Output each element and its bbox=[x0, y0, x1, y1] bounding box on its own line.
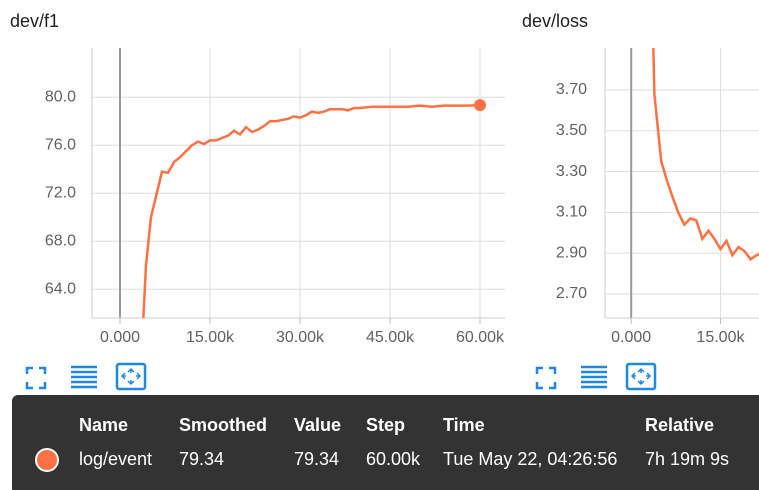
chart-title: dev/loss bbox=[522, 11, 588, 31]
tooltip: Name Smoothed Value Step Time Relative log/eve… bbox=[12, 395, 759, 490]
x-tick-label: 0.000 bbox=[100, 329, 140, 346]
hover-point bbox=[473, 99, 486, 112]
table-cell: 79.34 bbox=[294, 449, 339, 469]
x-tick-label: 30.00k bbox=[276, 329, 325, 346]
table-cell: log/event bbox=[79, 449, 152, 469]
toggle-log-button[interactable] bbox=[71, 365, 97, 389]
series-swatch bbox=[35, 448, 59, 472]
x-tick-label: 45.00k bbox=[366, 329, 415, 346]
toolbar bbox=[25, 362, 657, 391]
y-tick-label: 80.0 bbox=[45, 88, 76, 105]
x-tick-label: 60.00k bbox=[456, 329, 505, 346]
fit-domain-button[interactable] bbox=[625, 362, 657, 391]
chart-title: dev/f1 bbox=[10, 11, 59, 31]
y-tick-label: 3.10 bbox=[556, 204, 587, 221]
toggle-log-button[interactable] bbox=[581, 365, 607, 389]
y-tick-label: 2.90 bbox=[556, 244, 587, 261]
table-cell: 60.00k bbox=[366, 449, 421, 469]
column-header: Name bbox=[79, 415, 128, 435]
fullscreen-button[interactable] bbox=[25, 366, 47, 390]
y-tick-label: 3.50 bbox=[556, 122, 587, 139]
fullscreen-button[interactable] bbox=[535, 366, 557, 390]
table-cell: Tue May 22, 04:26:56 bbox=[443, 449, 617, 469]
fit-domain-button[interactable] bbox=[115, 362, 147, 391]
y-tick-label: 3.70 bbox=[556, 81, 587, 98]
column-header: Time bbox=[443, 415, 485, 435]
y-tick-label: 72.0 bbox=[45, 184, 76, 201]
column-header: Relative bbox=[645, 415, 714, 435]
y-tick-label: 3.30 bbox=[556, 163, 587, 180]
y-tick-label: 2.70 bbox=[556, 285, 587, 302]
y-tick-label: 64.0 bbox=[45, 280, 76, 297]
series-line bbox=[652, 48, 759, 261]
y-tick-label: 76.0 bbox=[45, 136, 76, 153]
table-cell: 7h 19m 9s bbox=[645, 449, 729, 469]
table-cell: 79.34 bbox=[179, 449, 224, 469]
tooltip-background bbox=[12, 395, 759, 490]
y-tick-label: 68.0 bbox=[45, 232, 76, 249]
column-header: Smoothed bbox=[179, 415, 267, 435]
series-line bbox=[142, 103, 481, 318]
column-header: Value bbox=[294, 415, 341, 435]
x-tick-label: 15.00k bbox=[186, 329, 235, 346]
x-tick-label: 0.000 bbox=[611, 329, 651, 346]
column-header: Step bbox=[366, 415, 405, 435]
x-tick-label: 15.00k bbox=[696, 329, 745, 346]
chart: 64.0 68.0 72.0 76.0 80.0 0.000 15.00k 30.00k 45.… bbox=[45, 48, 505, 346]
chart: 2.70 2.90 3.10 3.30 3.50 3.70 0.000 15.00k bbox=[556, 48, 759, 346]
